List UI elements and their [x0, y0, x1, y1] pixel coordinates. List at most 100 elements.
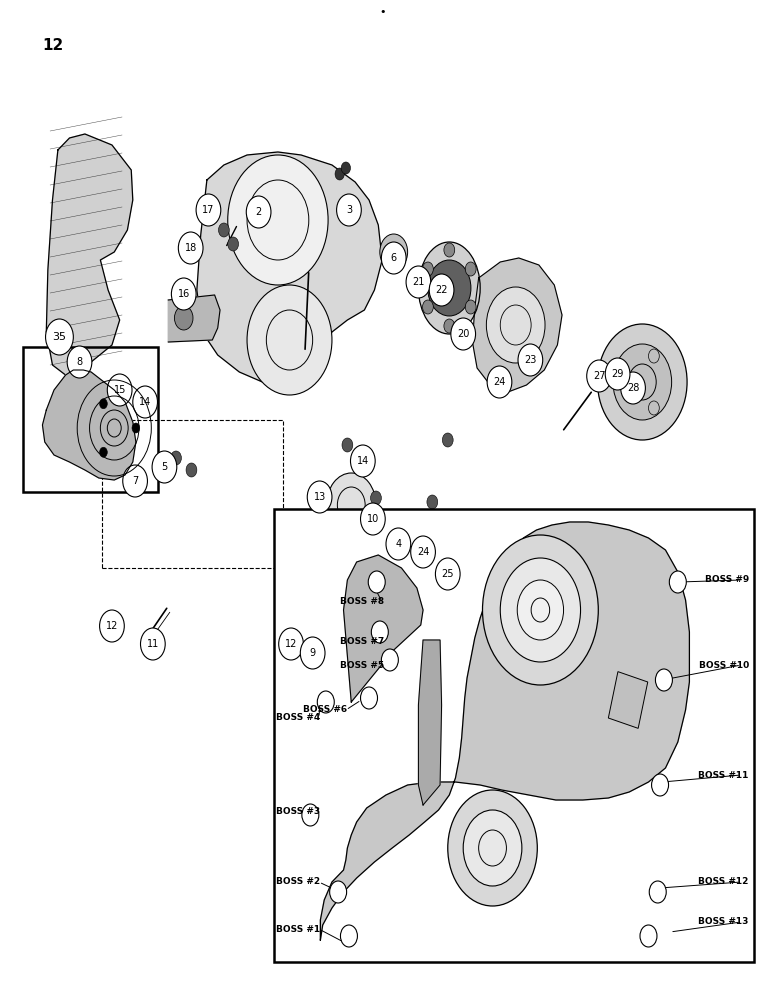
- Circle shape: [649, 881, 666, 903]
- Text: BOSS #13: BOSS #13: [699, 918, 749, 926]
- Text: 4: 4: [395, 539, 401, 549]
- Text: 12: 12: [285, 639, 297, 649]
- Text: 20: 20: [457, 329, 469, 339]
- Circle shape: [123, 465, 147, 497]
- Text: BOSS #1: BOSS #1: [276, 924, 320, 934]
- Text: 21: 21: [412, 277, 425, 287]
- Text: BOSS #2: BOSS #2: [276, 878, 320, 886]
- Circle shape: [427, 495, 438, 509]
- Text: 23: 23: [524, 355, 537, 365]
- Text: 28: 28: [627, 383, 639, 393]
- Circle shape: [429, 274, 454, 306]
- Text: 8: 8: [76, 357, 83, 367]
- Text: 24: 24: [493, 377, 506, 387]
- Circle shape: [141, 628, 165, 660]
- Circle shape: [368, 571, 385, 593]
- Circle shape: [327, 473, 376, 537]
- Text: 12: 12: [106, 621, 118, 631]
- Circle shape: [442, 433, 453, 447]
- Text: BOSS #5: BOSS #5: [340, 660, 384, 670]
- Bar: [274, 509, 754, 962]
- Circle shape: [428, 260, 471, 316]
- Circle shape: [381, 649, 398, 671]
- Circle shape: [422, 300, 433, 314]
- Text: 24: 24: [417, 547, 429, 557]
- Bar: [23, 347, 158, 492]
- Polygon shape: [197, 152, 382, 385]
- Circle shape: [435, 558, 460, 590]
- Circle shape: [171, 278, 196, 310]
- Circle shape: [361, 503, 385, 535]
- Bar: [102, 420, 283, 568]
- Text: 6: 6: [391, 253, 397, 263]
- Text: 9: 9: [310, 648, 316, 658]
- Text: 5: 5: [161, 462, 168, 472]
- Circle shape: [300, 637, 325, 669]
- Circle shape: [100, 399, 107, 409]
- Polygon shape: [42, 370, 136, 480]
- Text: 25: 25: [442, 569, 454, 579]
- Circle shape: [652, 774, 669, 796]
- Circle shape: [342, 438, 353, 452]
- Text: BOSS #8: BOSS #8: [340, 597, 384, 606]
- Text: 2: 2: [256, 207, 262, 217]
- Circle shape: [246, 196, 271, 228]
- Circle shape: [174, 306, 193, 330]
- Polygon shape: [344, 555, 423, 702]
- Circle shape: [302, 804, 319, 826]
- Text: 12: 12: [42, 38, 64, 53]
- Text: BOSS #6: BOSS #6: [303, 706, 347, 714]
- Circle shape: [411, 536, 435, 568]
- Text: BOSS #10: BOSS #10: [699, 660, 749, 670]
- Circle shape: [330, 881, 347, 903]
- Circle shape: [171, 451, 181, 465]
- Circle shape: [307, 481, 332, 513]
- Circle shape: [132, 423, 140, 433]
- Text: BOSS #3: BOSS #3: [276, 808, 320, 816]
- Text: 27: 27: [593, 371, 605, 381]
- Circle shape: [466, 300, 476, 314]
- Circle shape: [448, 790, 537, 906]
- Circle shape: [228, 155, 328, 285]
- Text: •: •: [379, 7, 385, 17]
- Circle shape: [451, 318, 476, 350]
- Text: 29: 29: [611, 369, 624, 379]
- Circle shape: [381, 242, 406, 274]
- Circle shape: [247, 285, 332, 395]
- Text: 10: 10: [367, 514, 379, 524]
- Polygon shape: [46, 134, 133, 378]
- Circle shape: [340, 925, 357, 947]
- Circle shape: [100, 610, 124, 642]
- Circle shape: [350, 445, 375, 477]
- Circle shape: [107, 374, 132, 406]
- Circle shape: [386, 528, 411, 560]
- Bar: [608, 672, 648, 728]
- Circle shape: [613, 344, 672, 420]
- Circle shape: [640, 925, 657, 947]
- Circle shape: [361, 687, 378, 709]
- Circle shape: [518, 344, 543, 376]
- Circle shape: [67, 346, 92, 378]
- Polygon shape: [320, 522, 689, 940]
- Circle shape: [178, 232, 203, 264]
- Text: 7: 7: [132, 476, 138, 486]
- Circle shape: [279, 628, 303, 660]
- Circle shape: [487, 366, 512, 398]
- Text: BOSS #4: BOSS #4: [276, 714, 320, 722]
- Circle shape: [444, 319, 455, 333]
- Polygon shape: [418, 640, 442, 805]
- Text: BOSS #12: BOSS #12: [699, 878, 749, 886]
- Text: BOSS #7: BOSS #7: [340, 638, 384, 647]
- Text: 11: 11: [147, 639, 159, 649]
- Circle shape: [228, 237, 239, 251]
- Circle shape: [341, 162, 350, 174]
- Circle shape: [598, 324, 687, 440]
- Circle shape: [466, 262, 476, 276]
- Circle shape: [463, 810, 522, 886]
- Circle shape: [196, 194, 221, 226]
- Circle shape: [380, 234, 408, 270]
- Circle shape: [371, 491, 381, 505]
- Polygon shape: [168, 295, 220, 342]
- Circle shape: [482, 535, 598, 685]
- Circle shape: [486, 287, 545, 363]
